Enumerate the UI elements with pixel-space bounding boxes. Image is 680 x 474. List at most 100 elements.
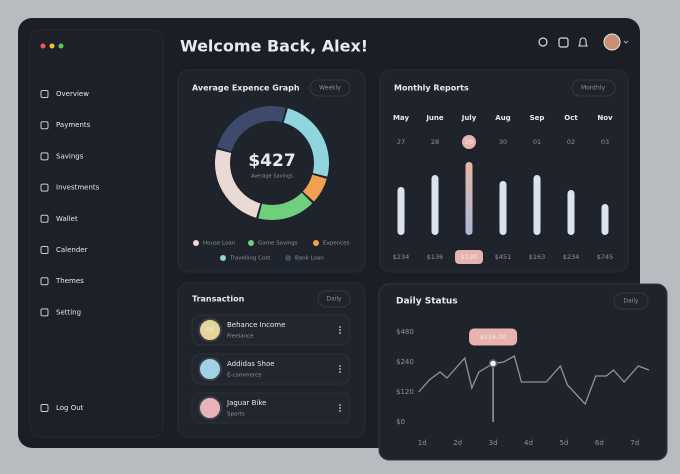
- report-bar[interactable]: [533, 175, 541, 235]
- page-title: Welcome Back, Alex!: [180, 37, 368, 56]
- card-title: Transaction: [192, 295, 245, 304]
- logout[interactable]: Log Out: [56, 404, 84, 412]
- donut-segment: [283, 108, 329, 177]
- nav-item[interactable]: Investments: [56, 184, 100, 192]
- menu-dot[interactable]: [339, 326, 341, 328]
- monthly-card: [379, 69, 629, 273]
- report-bar[interactable]: [567, 190, 575, 235]
- menu-dot[interactable]: [339, 332, 341, 334]
- nav-item[interactable]: Setting: [56, 308, 81, 316]
- day-label: 28: [431, 138, 439, 146]
- period-button[interactable]: [309, 79, 351, 97]
- transaction-name: Addidas Shoe: [227, 360, 275, 368]
- menu-dot[interactable]: [339, 407, 341, 409]
- menu-dot[interactable]: [339, 368, 341, 370]
- status-line: [418, 355, 650, 406]
- period-button[interactable]: [317, 290, 351, 308]
- daily-card: [378, 283, 668, 461]
- nav-item[interactable]: Wallet: [56, 215, 78, 223]
- nav-icon[interactable]: [40, 183, 49, 192]
- nav-icon[interactable]: [40, 246, 49, 254]
- day-label: 29: [465, 138, 473, 146]
- expense-card: [177, 69, 366, 273]
- window-dot: [49, 43, 55, 49]
- transaction-icon: [198, 318, 222, 342]
- day-label: 30: [499, 138, 507, 146]
- report-bar[interactable]: [499, 181, 507, 235]
- transaction-icon: [198, 357, 222, 381]
- period-label[interactable]: Weekly: [319, 85, 341, 92]
- legend-swatch: [248, 240, 254, 246]
- period-label[interactable]: Monthly: [581, 85, 605, 92]
- nav-icon[interactable]: [40, 277, 49, 286]
- report-bar[interactable]: [465, 162, 473, 235]
- x-tick-label: 6d: [595, 439, 604, 447]
- amount-label: $451: [495, 253, 512, 261]
- day-label: 27: [397, 138, 405, 146]
- period-label[interactable]: Daily: [623, 298, 639, 305]
- donut-segment: [217, 106, 286, 152]
- nav-item[interactable]: Payments: [56, 121, 91, 129]
- avatar[interactable]: [603, 33, 621, 51]
- menu-dot[interactable]: [339, 404, 341, 406]
- y-tick-label: $0: [396, 418, 405, 426]
- legend-label: Expences: [323, 241, 349, 247]
- nav-icon[interactable]: [40, 152, 49, 161]
- period-label[interactable]: Daily: [326, 296, 342, 303]
- x-tick-label: 4d: [524, 439, 533, 447]
- menu-dot[interactable]: [339, 365, 341, 367]
- transaction-row[interactable]: [191, 314, 351, 346]
- amount-label: $163: [529, 253, 546, 261]
- report-bar[interactable]: [601, 204, 609, 235]
- period-button[interactable]: [571, 79, 616, 97]
- avatar-caret[interactable]: [623, 40, 629, 44]
- window-dot: [58, 43, 64, 49]
- menu-dot[interactable]: [339, 410, 341, 412]
- nav-item[interactable]: Themes: [55, 277, 84, 285]
- legend-swatch: [313, 240, 319, 246]
- search-icon[interactable]: [538, 37, 548, 47]
- x-tick-label: 3d: [489, 439, 498, 447]
- transaction-name: Behance Income: [227, 321, 285, 329]
- transaction-row[interactable]: [191, 353, 351, 385]
- nav-icon[interactable]: [40, 121, 49, 130]
- month-label: June: [425, 114, 444, 122]
- month-label: May: [393, 114, 409, 122]
- donut-segment: [302, 174, 327, 202]
- nav-icon[interactable]: [40, 308, 49, 317]
- legend-swatch: [220, 255, 226, 261]
- logout-icon[interactable]: [40, 404, 49, 412]
- nav-icon[interactable]: [40, 90, 49, 98]
- report-bar[interactable]: [431, 175, 439, 235]
- nav-item[interactable]: Savings: [56, 152, 84, 160]
- period-button[interactable]: [613, 292, 649, 310]
- y-tick-label: $120: [396, 388, 414, 396]
- nav-item[interactable]: Overview: [56, 90, 89, 98]
- nav-item[interactable]: Calender: [56, 246, 88, 254]
- card-title: Monthly Reports: [394, 84, 469, 93]
- donut-segment: [258, 192, 313, 220]
- amount-highlight: [455, 250, 483, 264]
- focus-point[interactable]: [488, 359, 498, 368]
- y-tick-label: $480: [396, 328, 414, 336]
- legend-label: Bank Loan: [295, 256, 324, 262]
- donut-caption: Average Savings: [251, 174, 293, 180]
- legend-label: House Loan: [203, 241, 236, 247]
- menu-dot[interactable]: [339, 371, 341, 373]
- legend-swatch: [193, 240, 199, 246]
- day-highlight: [462, 135, 476, 149]
- tooltip: [469, 328, 518, 346]
- menu-dot[interactable]: [339, 329, 341, 331]
- transaction-name: Jaguar Bike: [226, 399, 266, 407]
- message-icon[interactable]: [558, 37, 569, 48]
- tooltip-label: $234.00: [480, 333, 507, 341]
- transaction-row[interactable]: [191, 392, 351, 424]
- month-label: Aug: [495, 114, 510, 122]
- bell-icon[interactable]: [578, 37, 588, 47]
- day-label: 03: [601, 138, 609, 146]
- transaction-category: E-commerce: [227, 373, 262, 379]
- nav-icon[interactable]: [40, 214, 49, 223]
- report-bar[interactable]: [397, 187, 405, 235]
